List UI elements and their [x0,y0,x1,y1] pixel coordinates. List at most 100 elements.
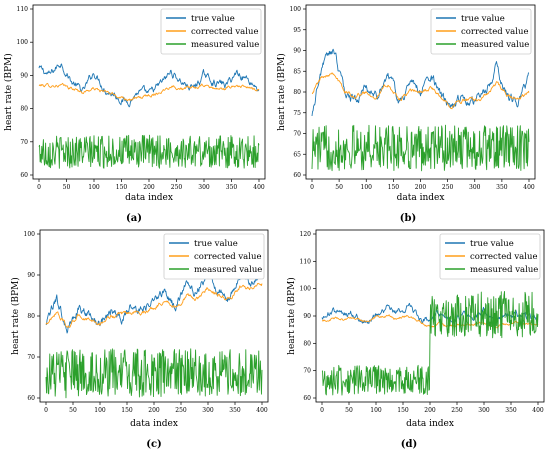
series-lines [45,263,263,399]
legend-box [160,8,262,55]
legend-box [163,233,265,280]
x-tick-label: 200 [415,184,427,191]
legend: true value corrected value measured value [163,233,265,280]
y-tick-label: 75 [293,110,301,117]
x-tick-label: 400 [532,407,544,414]
x-tick-label: 250 [451,407,463,414]
x-tick-label: 350 [505,407,517,414]
x-tick-label: 150 [116,184,128,191]
y-tick-label: 60 [293,172,301,179]
series-line-corrected-value [45,282,263,328]
legend-entry: true value [194,239,238,249]
x-tick-label: 350 [496,184,508,191]
x-tick-label: 150 [121,407,133,414]
x-tick-label: 300 [478,407,490,414]
y-tick-label: 90 [27,272,35,279]
y-tick-label: 70 [20,139,28,146]
x-tick-label: 250 [171,184,183,191]
series-line-corrected-value [38,82,260,102]
y-tick-label: 100 [300,286,312,293]
legend-entry: true value [461,14,505,24]
x-tick-label: 300 [469,184,481,191]
legend-entry: true value [191,14,235,24]
x-tick-label: 400 [523,184,535,191]
legend-entry: measured value [470,265,538,275]
y-axis-label: heart rate (BPM) [286,277,297,355]
chart-panel-4: 0 50 100 150 200 250 300 350 400 60 70 80 90 100 110 12… [286,229,545,450]
y-tick-label: 85 [293,68,301,75]
y-tick-label: 90 [293,48,301,55]
series-line-measured-value [45,348,263,399]
x-tick-label: 350 [226,184,238,191]
panel-caption: (a) [126,213,142,224]
panel-caption: (b) [400,213,416,224]
x-tick-label: 50 [335,184,343,191]
x-tick-label: 100 [370,407,382,414]
x-tick-label: 250 [175,407,187,414]
x-tick-label: 300 [202,407,214,414]
y-tick-label: 100 [290,6,302,13]
x-tick-label: 250 [442,184,454,191]
series-lines [321,290,539,396]
panel-caption: (c) [146,439,162,450]
x-axis-label: data index [130,419,178,429]
legend-entry: corrected value [194,252,261,262]
x-tick-label: 400 [253,184,265,191]
x-tick-label: 100 [88,184,100,191]
series-line-measured-value [38,134,260,169]
x-tick-label: 300 [198,184,210,191]
x-tick-label: 50 [63,184,71,191]
y-tick-label: 90 [303,313,311,320]
legend: true value corrected value measured value [430,8,532,55]
y-axis-label: heart rate (BPM) [10,277,21,355]
x-tick-label: 0 [320,407,324,414]
y-tick-label: 120 [300,231,312,238]
y-tick-label: 70 [303,368,311,375]
series-lines [311,48,530,172]
x-tick-label: 100 [361,184,373,191]
y-tick-label: 110 [17,6,29,13]
series-lines [38,63,260,169]
x-axis-label: data index [125,193,173,203]
x-tick-label: 0 [44,407,48,414]
x-tick-label: 0 [37,184,41,191]
chart-panel-1: 0 50 100 150 200 250 300 350 400 60 70 80 90 100 110 da… [3,4,266,224]
x-tick-label: 200 [424,407,436,414]
chart-panel-3: 0 50 100 150 200 250 300 350 400 60 70 80 90 100 data … [10,229,269,450]
x-tick-label: 150 [397,407,409,414]
x-axis-label: data index [406,419,454,429]
series-line-true-value [311,48,530,117]
series-line-measured-value [311,124,530,172]
series-line-measured-value [321,290,539,396]
y-tick-label: 80 [303,340,311,347]
x-tick-label: 200 [143,184,155,191]
legend: true value corrected value measured value [160,8,262,55]
x-tick-label: 0 [310,184,314,191]
x-tick-label: 150 [388,184,400,191]
x-tick-label: 50 [69,407,77,414]
y-tick-label: 90 [20,72,28,79]
legend-entry: corrected value [461,27,528,37]
y-tick-label: 80 [27,313,35,320]
legend: true value corrected value measured value [439,233,541,280]
legend-entry: measured value [191,40,259,50]
y-axis-label: heart rate (BPM) [3,53,14,131]
x-tick-label: 350 [229,407,241,414]
x-tick-label: 50 [345,407,353,414]
x-axis-label: data index [397,193,445,203]
y-tick-label: 80 [293,89,301,96]
legend-entry: true value [470,239,514,249]
y-tick-label: 100 [24,231,36,238]
x-tick-label: 400 [256,407,268,414]
y-tick-label: 95 [293,27,301,34]
x-tick-label: 100 [94,407,106,414]
y-tick-label: 70 [293,131,301,138]
legend-entry: corrected value [470,252,537,262]
y-axis-label: heart rate (BPM) [276,53,287,131]
legend-entry: corrected value [191,27,258,37]
series-line-true-value [38,63,260,108]
y-tick-label: 110 [300,258,312,265]
y-tick-label: 60 [27,395,35,402]
legend-box [439,233,541,280]
